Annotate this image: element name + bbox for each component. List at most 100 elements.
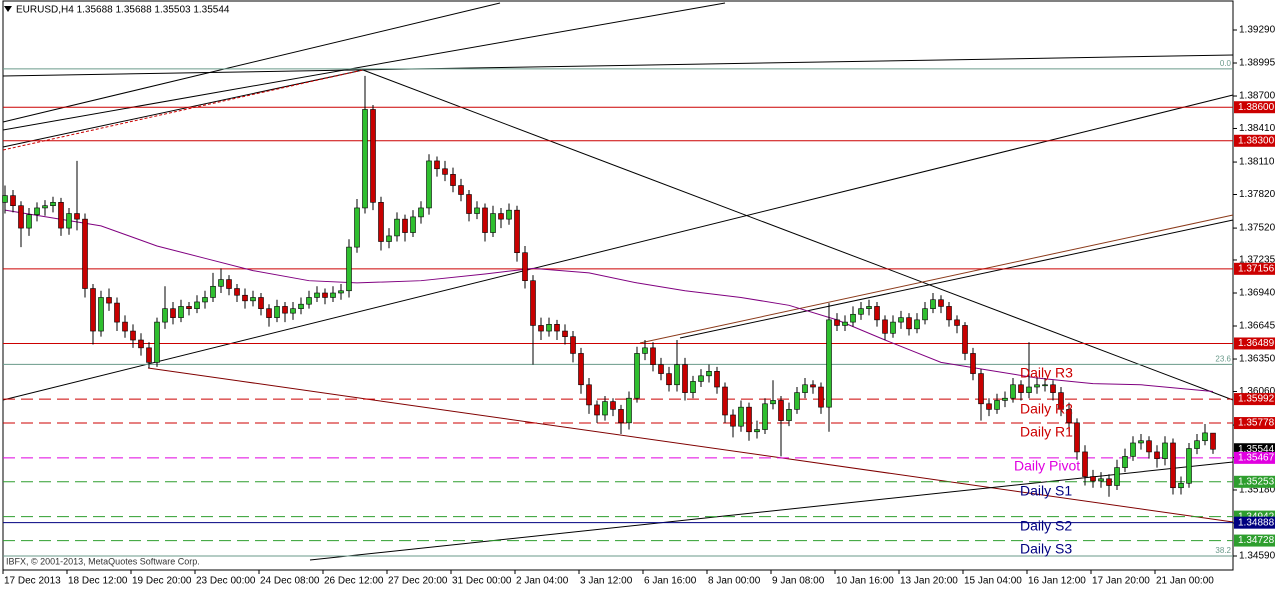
level-label: 1.36489 xyxy=(1238,338,1275,349)
trendline xyxy=(309,461,1234,561)
candle-body xyxy=(1122,456,1128,468)
candle-body xyxy=(642,347,648,354)
level-label: 1.35544 xyxy=(1238,444,1275,455)
level-label-box xyxy=(1234,262,1275,275)
candle-body xyxy=(114,302,120,323)
candle-body xyxy=(1186,448,1192,484)
candle-body xyxy=(946,306,952,321)
x-tick-label: 6 Jan 16:00 xyxy=(644,576,697,587)
candle-body xyxy=(1066,409,1072,424)
x-tick-label: 8 Jan 00:00 xyxy=(708,576,761,587)
chart-title: EURUSD,H4 1.35688 1.35688 1.35503 1.3554… xyxy=(16,5,230,16)
candle-body xyxy=(58,202,64,229)
candle-body xyxy=(346,246,352,292)
candle-body xyxy=(554,324,560,332)
candle-body xyxy=(162,308,168,323)
candle-body xyxy=(266,308,272,318)
y-tick-label: 1.39290 xyxy=(1239,25,1276,36)
annotation: Daily S1 xyxy=(1020,483,1072,499)
candle-body xyxy=(26,214,32,229)
candle-body xyxy=(362,109,368,209)
level-label: 1.35778 xyxy=(1238,418,1275,429)
candle-body xyxy=(802,384,808,393)
candle-body xyxy=(1042,384,1048,387)
annotation: Daily S2 xyxy=(1020,518,1072,534)
candle-body xyxy=(106,297,112,304)
candle-body xyxy=(1018,384,1024,393)
candle-body xyxy=(786,409,792,421)
candle-body xyxy=(986,403,992,410)
trendline xyxy=(147,367,1234,523)
candle-body xyxy=(10,195,16,207)
candle-body xyxy=(274,306,280,318)
level-label: 1.34728 xyxy=(1238,535,1275,546)
candle-body xyxy=(98,297,104,332)
y-tick-label: 1.37820 xyxy=(1239,189,1276,200)
annotation: Daily R2 xyxy=(1020,401,1073,417)
candle-body xyxy=(954,319,960,326)
level-label-box xyxy=(1234,475,1275,488)
level-label-box xyxy=(1234,451,1275,464)
fib-label: 23.6 xyxy=(1215,355,1231,364)
candle-body xyxy=(386,235,392,242)
candle-body xyxy=(394,218,400,237)
candle-body xyxy=(658,364,664,374)
candle-body xyxy=(1090,476,1096,482)
annotation: Daily Pivot xyxy=(1014,458,1080,474)
candle-body xyxy=(666,373,672,386)
candle-body xyxy=(1162,442,1168,459)
level-label: 1.37156 xyxy=(1238,263,1275,274)
trendline xyxy=(362,69,1234,401)
candle-body xyxy=(1178,482,1184,489)
x-tick-label: 17 Jan 20:00 xyxy=(1092,576,1150,587)
candle-body xyxy=(1050,384,1056,393)
y-tick-label: 1.36940 xyxy=(1239,288,1276,299)
candle-body xyxy=(482,207,488,233)
candle-body xyxy=(314,292,320,298)
trendline xyxy=(2,54,1234,77)
level-label: 1.35992 xyxy=(1238,394,1275,405)
candle-body xyxy=(1098,478,1104,482)
candle-body xyxy=(170,308,176,318)
annotation: Daily S3 xyxy=(1020,541,1072,557)
candle-body xyxy=(770,400,776,405)
candle-body xyxy=(258,297,264,309)
y-tick-label: 1.37235 xyxy=(1239,255,1276,266)
candle-body xyxy=(674,364,680,386)
candle-body xyxy=(850,313,856,323)
x-tick-label: 27 Dec 20:00 xyxy=(388,576,448,587)
candle-body xyxy=(962,325,968,354)
candle-body xyxy=(410,216,416,233)
candle-body xyxy=(1082,451,1088,477)
candle-body xyxy=(754,429,760,433)
candle-body xyxy=(466,194,472,214)
candle-body xyxy=(522,252,528,281)
candle-body xyxy=(18,205,24,229)
x-tick-label: 23 Dec 00:00 xyxy=(196,576,256,587)
y-tick-label: 1.37520 xyxy=(1239,223,1276,234)
candle-body xyxy=(842,321,848,326)
candle-body xyxy=(250,297,256,302)
candle-body xyxy=(1010,384,1016,399)
candle-body xyxy=(186,306,192,309)
candle-body xyxy=(498,213,504,220)
candle-body xyxy=(818,386,824,408)
candle-body xyxy=(490,213,496,233)
level-label-box xyxy=(1234,393,1275,406)
candle-body xyxy=(1106,478,1112,486)
candle-body xyxy=(562,330,568,337)
candle-body xyxy=(1154,451,1160,459)
level-label-box xyxy=(1234,134,1275,147)
candle-body xyxy=(626,397,632,424)
candle-body xyxy=(74,213,80,220)
candle-body xyxy=(746,406,752,433)
candle-body xyxy=(1202,432,1208,442)
copyright: IBFX, © 2001-2013, MetaQuotes Software C… xyxy=(6,556,200,566)
candle-body xyxy=(738,406,744,427)
candle-body xyxy=(922,308,928,321)
x-tick-label: 15 Jan 04:00 xyxy=(964,576,1022,587)
level-label-box xyxy=(1234,534,1275,547)
candle-body xyxy=(1210,432,1216,450)
